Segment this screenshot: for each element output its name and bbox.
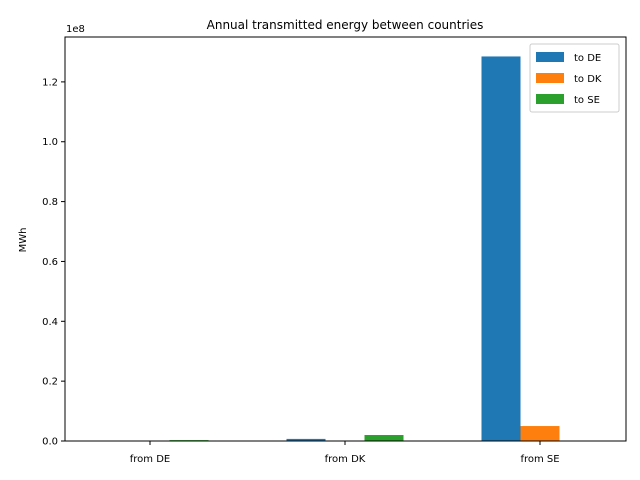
x-tick-label: from SE [520,454,559,465]
y-axis-label: MWh [18,228,29,253]
x-ticks-group: from DE from DK from SE [130,441,560,465]
legend-swatch [536,94,564,104]
legend: to DE to DK to SE [529,43,620,113]
legend-swatch [536,52,564,62]
bar-to-se-from-dk [364,435,404,441]
y-tick-label: 0.4 [42,317,58,328]
y-tick-label: 1.0 [42,137,58,148]
legend-label: to SE [574,95,600,106]
y-tick-label: 0.6 [42,257,58,268]
bar-to-de-from-dk [286,438,326,441]
chart-title: Annual transmitted energy between countr… [207,18,484,32]
y-tick-label: 1.2 [42,77,58,88]
x-tick-label: from DE [130,454,170,465]
bar-to-dk-from-se [520,426,560,441]
legend-swatch [536,73,564,83]
legend-label: to DE [574,53,601,64]
bar-to-de-from-se [481,56,521,442]
y-ticks-group: 0.0 0.2 0.4 0.6 0.8 1.0 1.2 [42,77,65,448]
plot-frame [64,36,627,442]
bars-group [169,56,560,442]
y-tick-label: 0.8 [42,197,58,208]
x-tick-label: from DK [325,454,366,465]
y-offset-label: 1e8 [66,24,85,35]
legend-label: to DK [574,74,602,85]
y-tick-label: 0.2 [42,377,58,388]
y-tick-label: 0.0 [42,437,58,448]
